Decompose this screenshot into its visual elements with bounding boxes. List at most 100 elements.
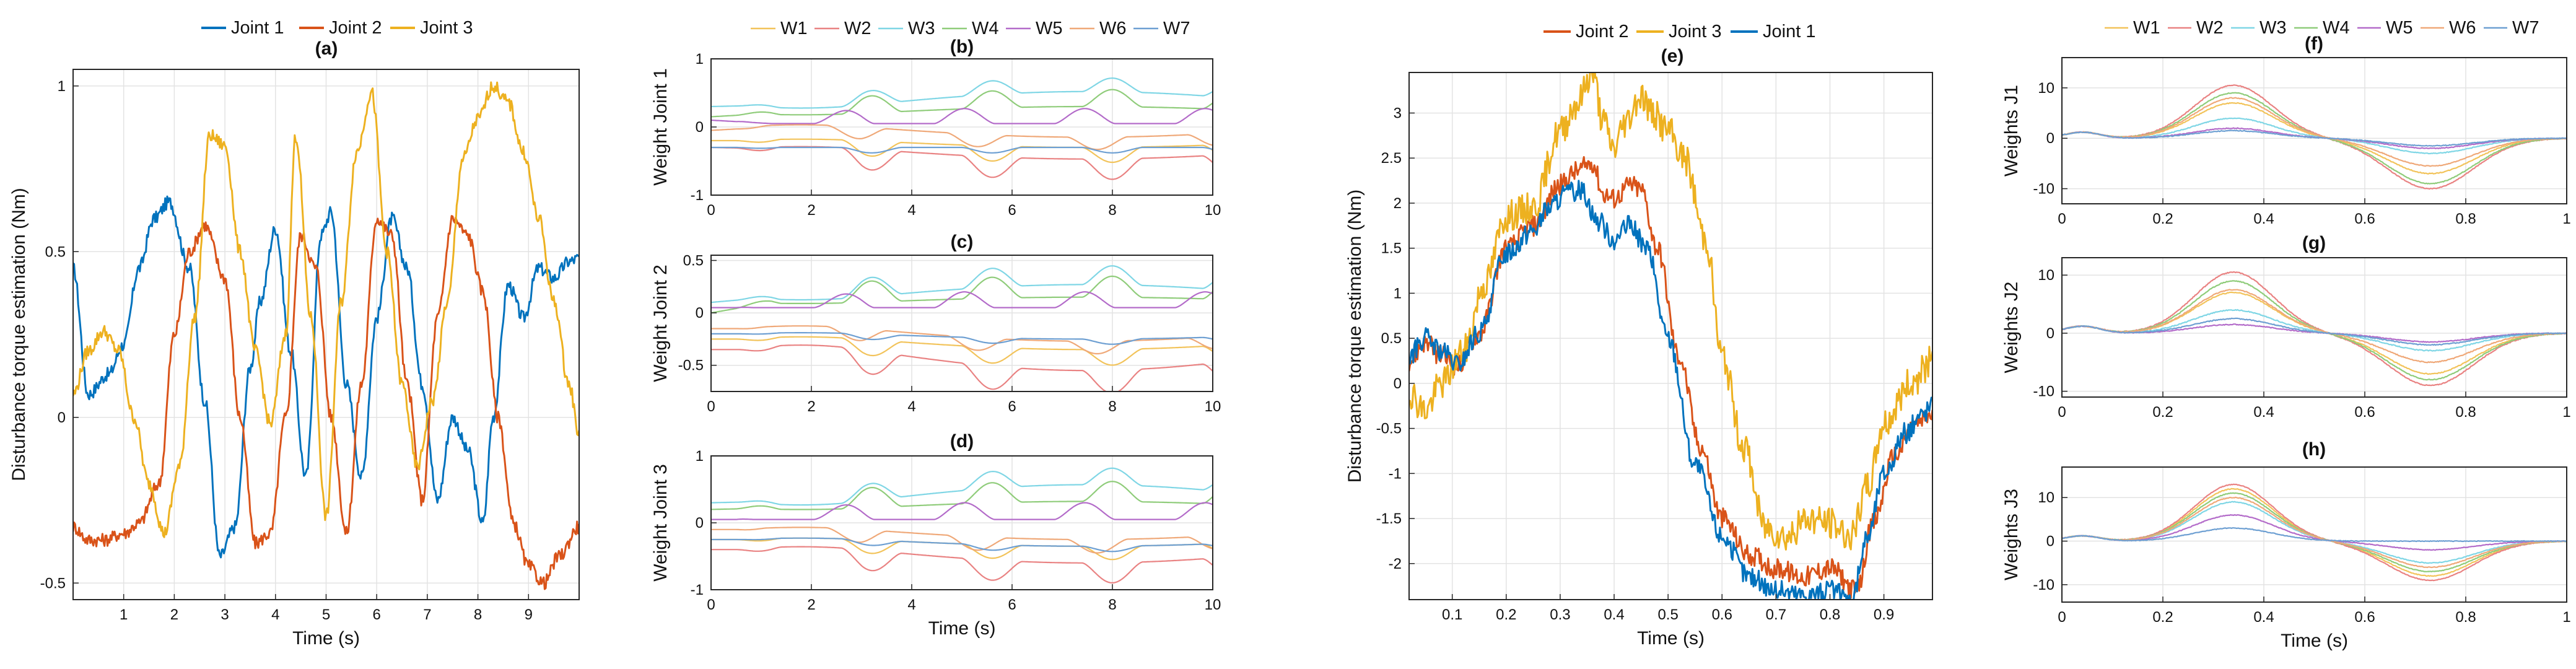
series-line-w6 (2062, 289, 2567, 364)
legend-item: W4 (972, 19, 999, 38)
legend-item: W3 (908, 19, 935, 38)
series-line-w6 (711, 124, 1213, 151)
x-tick-label: 0.1 (1442, 606, 1462, 623)
axes-box (710, 255, 1213, 392)
axes-box (2061, 466, 2567, 603)
y-axis-label: Disturbance torque estimation (Nm) (1345, 190, 1365, 483)
panel-e: 0.1 0.2 0.3 0.4 0.5 0.6 0.7 0.8 0.9 -2 -1.5 -1 -0.5 0… (1345, 46, 1933, 649)
x-tick-label: 1 (2562, 609, 2570, 626)
x-tick-label: 1 (2562, 404, 2570, 421)
x-tick-label: 0 (707, 398, 715, 415)
legend-item: W2 (2196, 18, 2224, 38)
x-tick-label: 4 (907, 202, 915, 219)
x-tick-label: 0 (2058, 211, 2066, 227)
x-tick-label: 6 (1008, 597, 1016, 613)
axes-box (2061, 257, 2567, 398)
x-tick-label: 0.6 (1712, 606, 1732, 623)
series-line-w3 (711, 265, 1213, 304)
x-tick-label: 10 (1205, 597, 1221, 613)
y-tick-label: 1.5 (1381, 240, 1402, 257)
legend-item: W2 (844, 19, 871, 38)
series-line-joint-1 (1409, 180, 1932, 600)
legend-item: W7 (1163, 19, 1190, 38)
x-tick-label: 6 (1008, 202, 1016, 219)
x-tick-label: 0 (707, 597, 715, 613)
series-line-w5 (2062, 514, 2567, 551)
y-tick-label: -10 (2033, 181, 2054, 198)
x-tick-label: 0.8 (1820, 606, 1840, 623)
axes-box (2061, 57, 2567, 204)
x-axis-label: Time (s) (1637, 628, 1705, 649)
x-tick-label: 8 (1108, 597, 1116, 613)
x-tick-label: 0.8 (2455, 404, 2476, 421)
x-tick-label: 0.4 (2253, 404, 2274, 421)
y-tick-label: 10 (2038, 80, 2054, 97)
panel-title: (f) (2305, 33, 2323, 54)
plot-area (711, 77, 1213, 180)
x-tick-label: 0.7 (1766, 606, 1786, 623)
x-tick-label: 2 (807, 597, 815, 613)
x-tick-label: 4 (907, 398, 915, 415)
legend-item: W1 (780, 19, 808, 38)
series-line-w4 (711, 481, 1213, 510)
series-line-w6 (2062, 496, 2567, 569)
legend-a: Joint 1 Joint 2 Joint 3 (201, 18, 473, 38)
legend-item: W6 (1099, 19, 1127, 38)
legend-item: W4 (2323, 18, 2350, 38)
x-tick-label: 4 (271, 606, 279, 623)
series-line-w3 (711, 77, 1213, 109)
legend-f: W1 W2 W3 W4 W5 W6 W7 (2105, 18, 2539, 38)
series-line-w6 (2062, 97, 2567, 167)
legend-item: Joint 1 (231, 18, 284, 38)
series-line-joint-3 (73, 81, 579, 538)
y-tick-label: 10 (2038, 489, 2054, 506)
series-line-joint-2 (73, 215, 579, 590)
panel-d: 0 2 4 6 8 10-101(d)Time (s)Weight Joint 3 (650, 431, 1221, 639)
plot-area (2062, 271, 2567, 387)
y-tick-label: 0 (2046, 533, 2054, 550)
x-tick-label: 2 (807, 202, 815, 219)
y-tick-label: 10 (2038, 267, 2054, 284)
y-tick-label: -2 (1389, 556, 1402, 572)
y-tick-label: 0 (58, 409, 66, 426)
legend-item: W3 (2259, 18, 2287, 38)
x-tick-label: 0.2 (2152, 609, 2173, 626)
plot-area (711, 265, 1213, 391)
series-line-w2 (711, 546, 1213, 584)
series-line-w4 (711, 89, 1213, 118)
y-tick-label: 2 (1394, 195, 1402, 212)
y-tick-label: 0 (696, 515, 704, 531)
x-tick-label: 0 (707, 202, 715, 219)
panel-c: 0 2 4 6 8 10 -0.5 0 0.5 (c) Weight Joint 2 (650, 232, 1221, 415)
x-tick-label: 0.6 (2354, 404, 2375, 421)
x-tick-label: 0.3 (1550, 606, 1570, 623)
y-tick-label: 1 (58, 78, 66, 95)
y-tick-label: -0.5 (1376, 421, 1402, 437)
x-tick-label: 10 (1205, 398, 1221, 415)
x-tick-label: 1 (120, 606, 128, 623)
series-line-w7 (711, 331, 1213, 345)
y-axis-label: Weights J1 (2001, 85, 2022, 177)
series-line-w5 (711, 291, 1213, 308)
legend-item: Joint 3 (420, 18, 473, 38)
y-axis-label: Weight Joint 1 (650, 68, 671, 186)
x-tick-label: 7 (423, 606, 431, 623)
series-line-w1 (711, 537, 1213, 561)
series-line-w5 (711, 108, 1213, 125)
legend-item: W7 (2512, 18, 2539, 38)
y-tick-label: 0 (696, 119, 704, 136)
x-tick-label: 8 (474, 606, 482, 623)
panel-title: (d) (950, 431, 974, 452)
series-line-w4 (2062, 492, 2567, 573)
legend-item: Joint 2 (1576, 22, 1628, 42)
x-tick-label: 0.5 (1657, 606, 1678, 623)
series-line-w3 (711, 467, 1213, 506)
series-line-w6 (711, 527, 1213, 554)
series-line-w2 (711, 344, 1213, 391)
x-tick-label: 3 (220, 606, 229, 623)
y-tick-label: -10 (2033, 577, 2054, 593)
series-line-w7 (2062, 129, 2567, 147)
